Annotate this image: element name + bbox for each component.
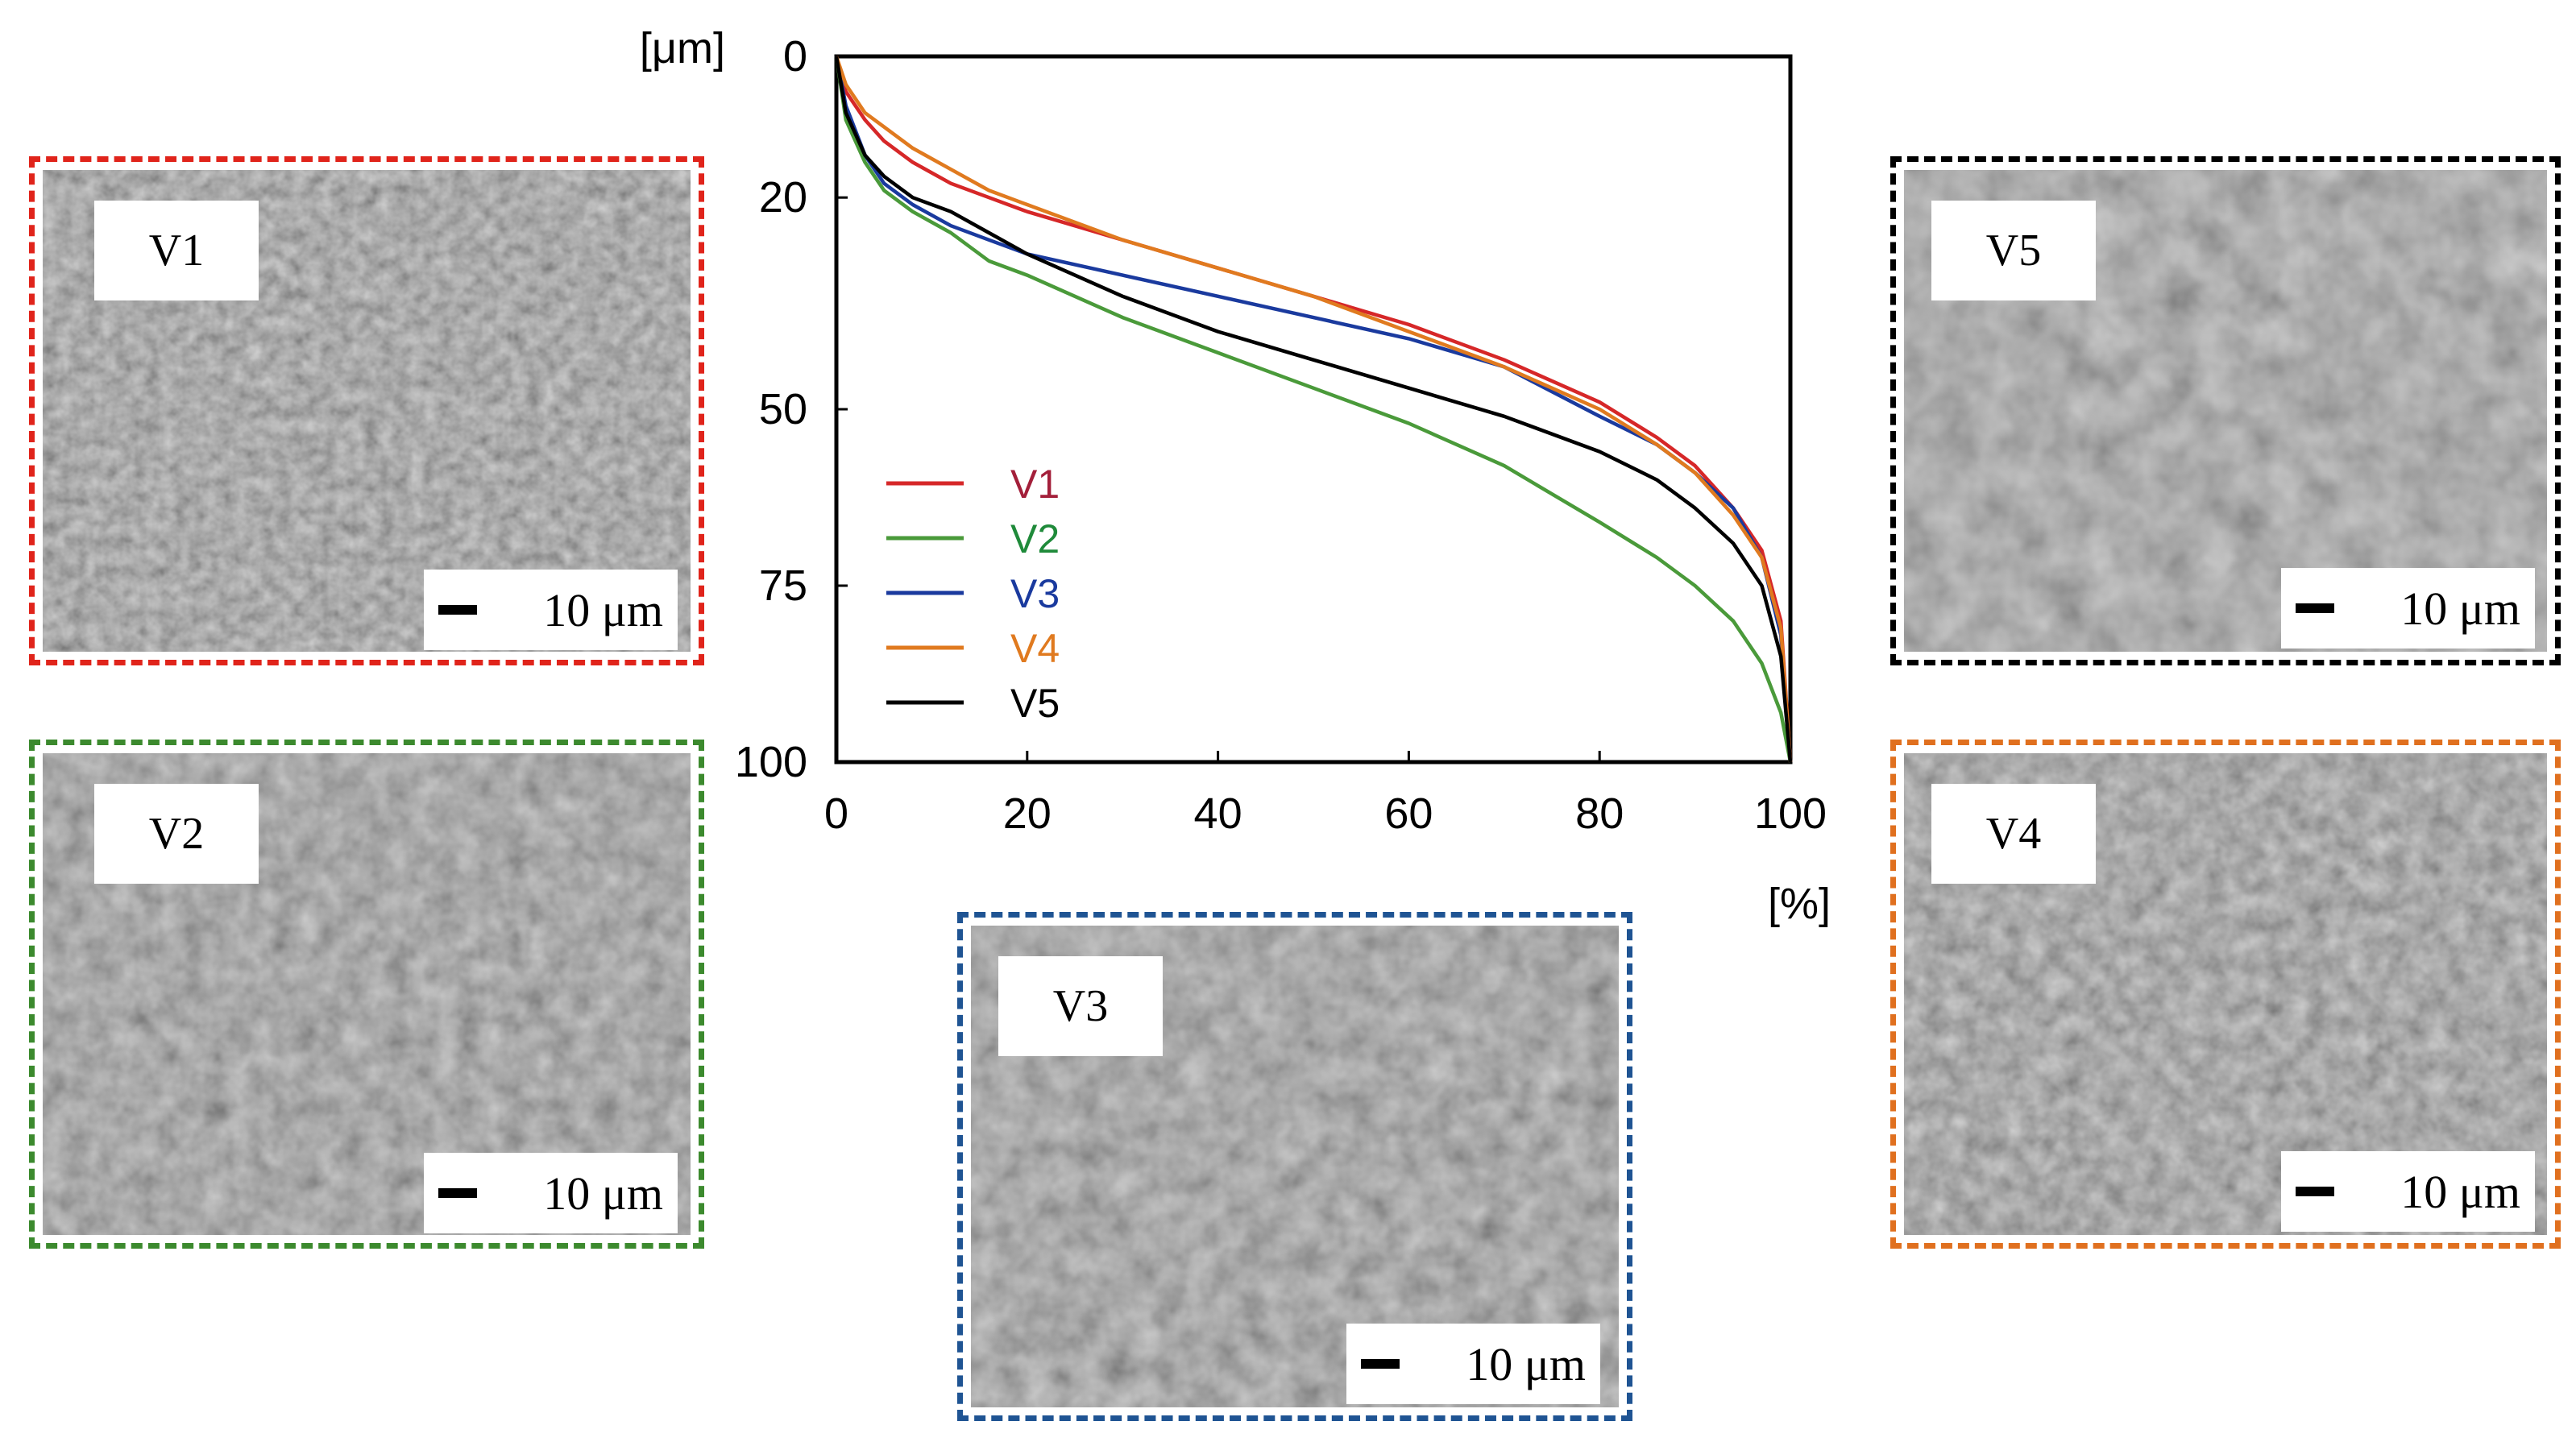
micrograph-panel-v4: V4 10 μm (1890, 740, 2561, 1249)
series-line-v3 (834, 56, 1793, 763)
series-line-v2 (834, 56, 1793, 763)
scale-bar-v4 (2296, 1187, 2334, 1196)
panel-label-v2: V2 (94, 784, 259, 884)
scale-bar-v2 (438, 1188, 477, 1198)
scale-bar-box-v5: 10 μm (2281, 568, 2535, 648)
micrograph-panel-v2: V2 10 μm (29, 740, 704, 1249)
y-tick-label: 0 (783, 32, 807, 81)
micrograph-panel-v5: V5 10 μm (1890, 156, 2561, 665)
legend-label-v1: V1 (1010, 462, 1060, 507)
y-tick-label: 50 (759, 385, 807, 433)
series-line-v5 (834, 56, 1793, 763)
y-axis-unit: [μm] (640, 24, 725, 73)
x-tick-label: 80 (1575, 789, 1624, 838)
micrograph-panel-v3: V3 10 μm (957, 912, 1632, 1421)
scale-bar-box-v1: 10 μm (424, 570, 678, 650)
x-tick-label: 100 (1754, 789, 1827, 838)
legend-label-v3: V3 (1010, 571, 1060, 616)
scale-label-v3: 10 μm (1466, 1337, 1586, 1390)
x-tick-label: 20 (1003, 789, 1052, 838)
x-tick-label: 0 (824, 789, 848, 838)
series-line-v4 (834, 56, 1793, 763)
panel-label-v4: V4 (1931, 784, 2096, 884)
panel-label-v1: V1 (94, 201, 259, 300)
scale-label-v4: 10 μm (2400, 1165, 2520, 1218)
scale-bar-v1 (438, 605, 477, 615)
scale-label-v2: 10 μm (543, 1166, 663, 1220)
micrograph-panel-v1: V1 10 μm (29, 156, 704, 665)
scale-label-v5: 10 μm (2400, 582, 2520, 635)
scale-label-v1: 10 μm (543, 583, 663, 636)
x-axis-unit: [%] (1768, 880, 1831, 928)
y-tick-label: 75 (759, 561, 807, 610)
legend-label-v5: V5 (1010, 681, 1060, 726)
scale-bar-v5 (2296, 603, 2334, 613)
y-tick-label: 100 (735, 738, 807, 786)
scale-bar-box-v3: 10 μm (1346, 1324, 1600, 1404)
panel-label-v3: V3 (998, 956, 1163, 1056)
legend-label-v4: V4 (1010, 626, 1060, 671)
scale-bar-box-v4: 10 μm (2281, 1151, 2535, 1232)
y-tick-label: 20 (759, 173, 807, 222)
axis-ticks: 0 20 40 60 80 100 0 20 50 75 100 (735, 32, 1827, 838)
series-group (834, 56, 1793, 763)
scale-bar-v3 (1361, 1359, 1400, 1369)
panel-label-v5: V5 (1931, 201, 2096, 300)
plot-frame (834, 54, 1793, 765)
scale-bar-box-v2: 10 μm (424, 1153, 678, 1233)
x-tick-label: 40 (1194, 789, 1242, 838)
legend: V1 V2 V3 V4 V5 (886, 462, 1060, 726)
legend-label-v2: V2 (1010, 516, 1060, 561)
x-tick-label: 60 (1384, 789, 1433, 838)
